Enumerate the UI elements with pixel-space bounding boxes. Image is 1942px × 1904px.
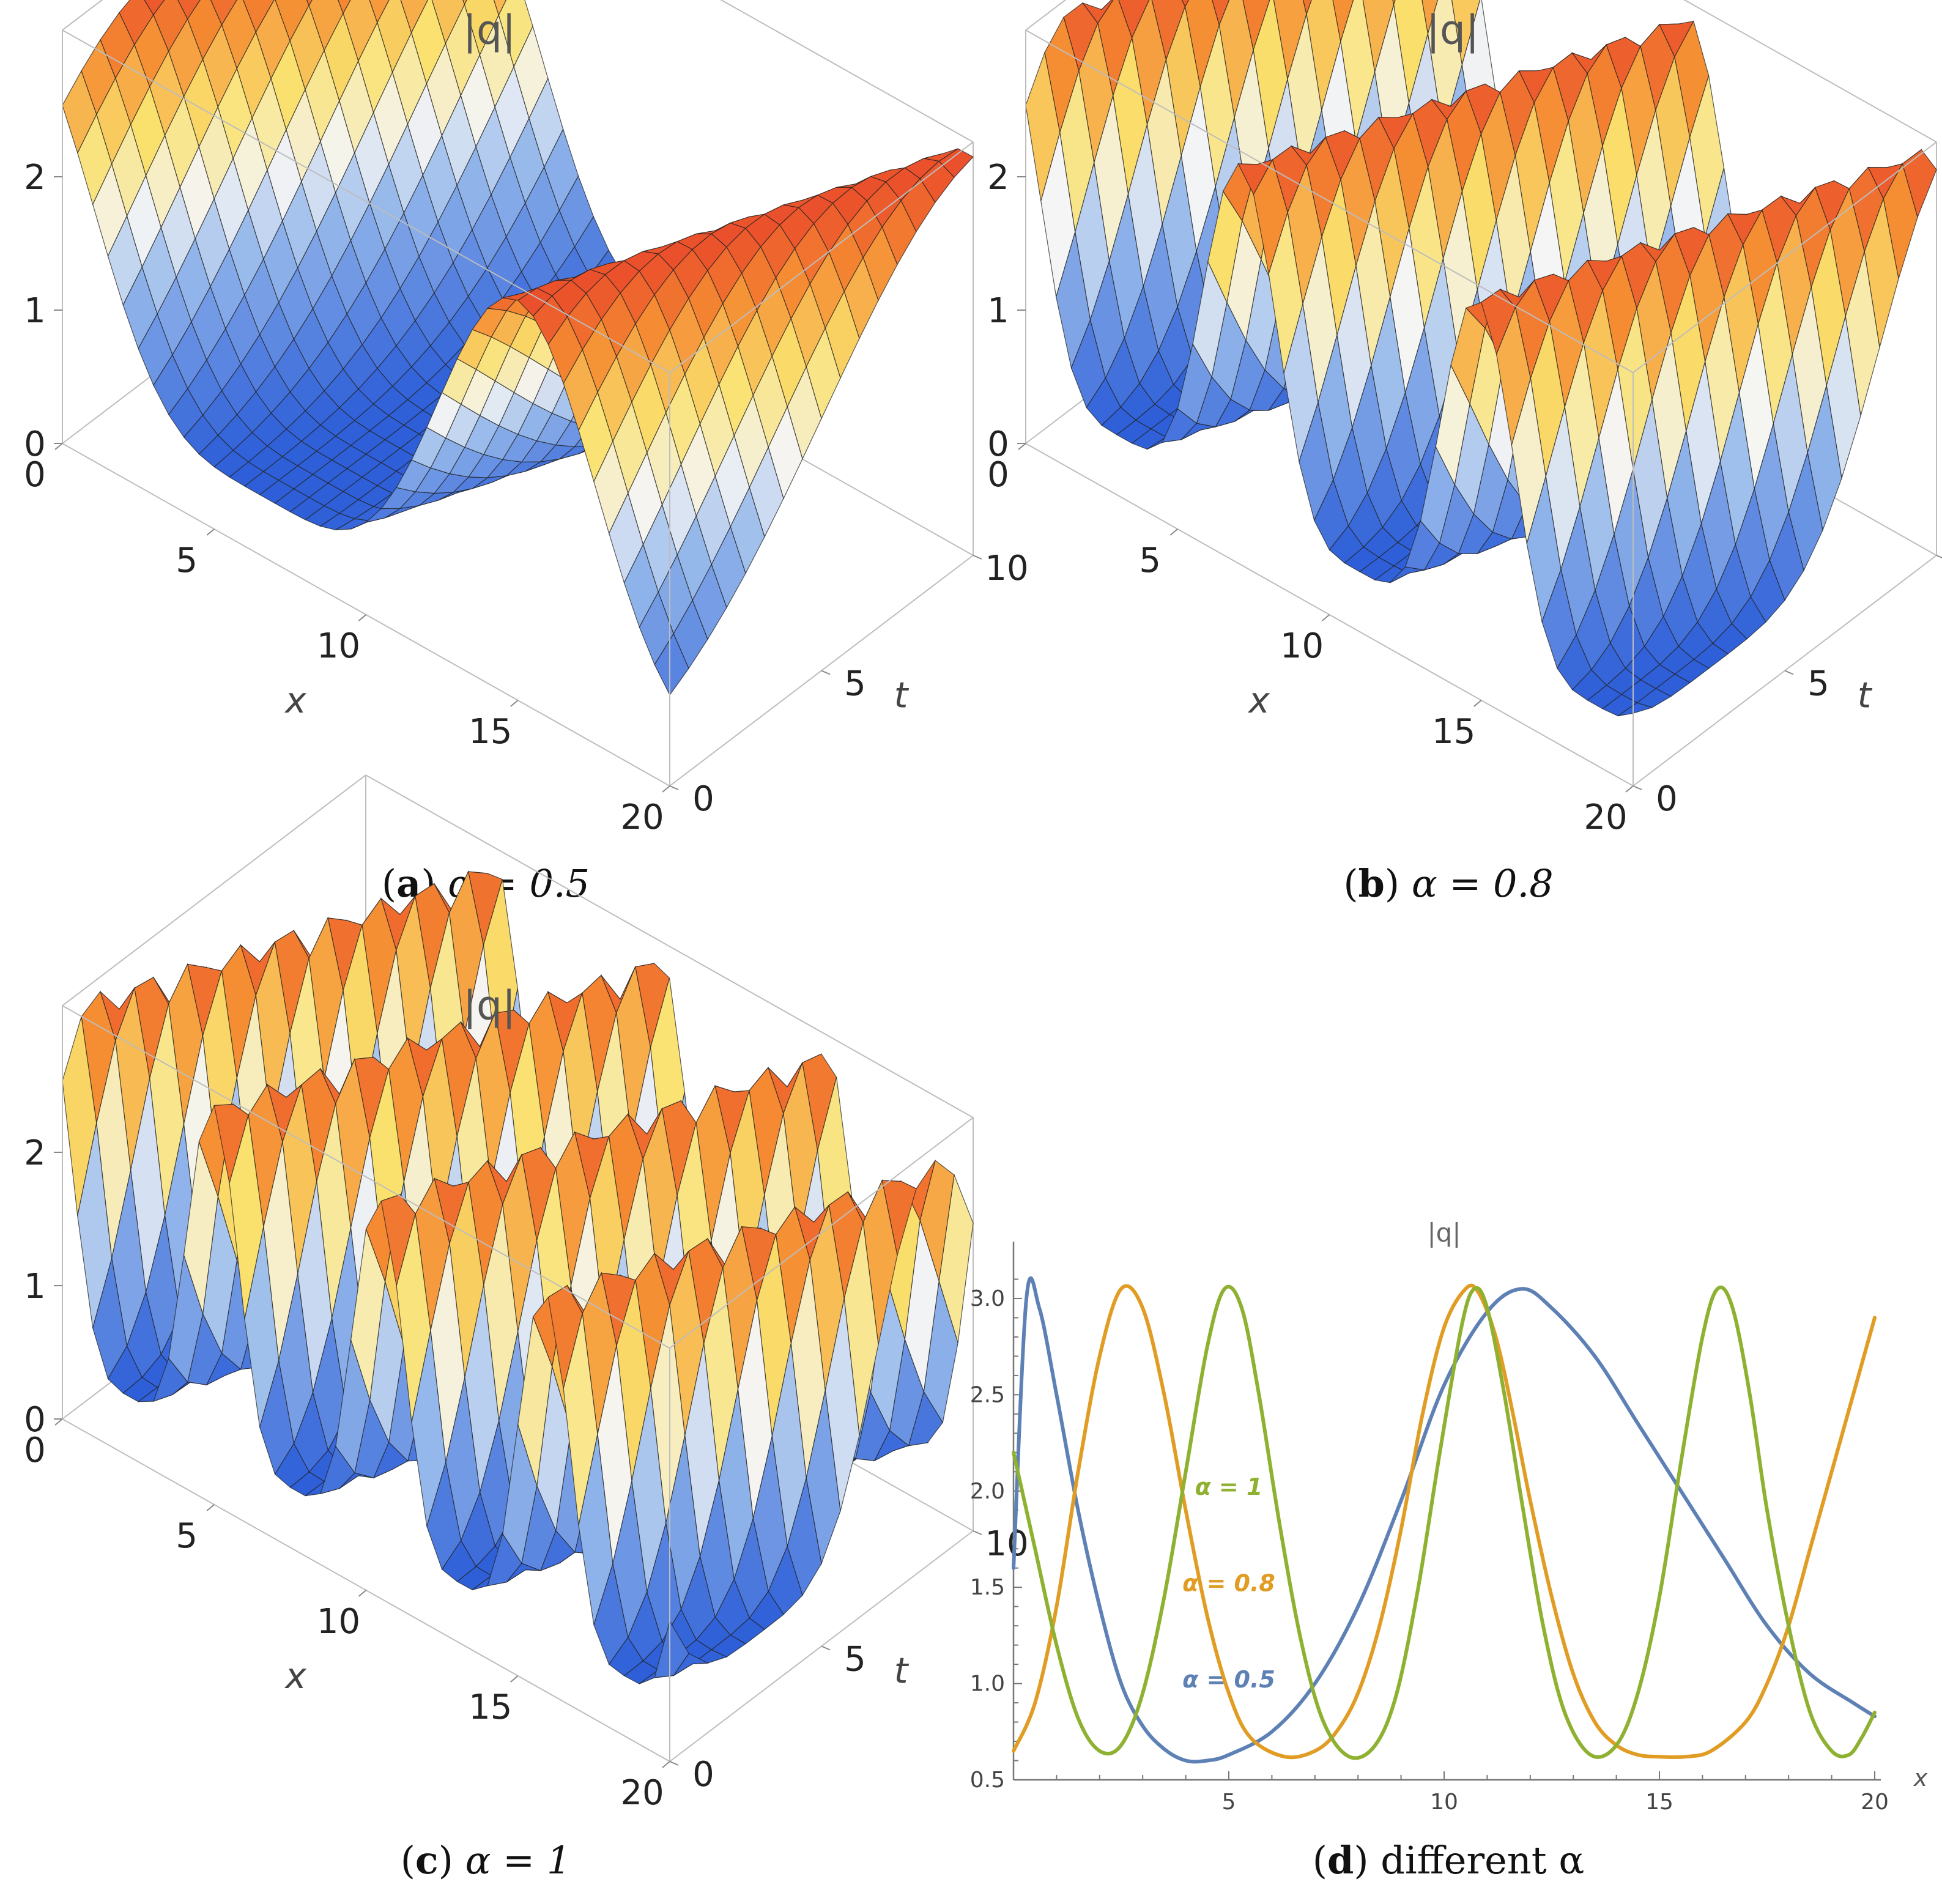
x-tick-label: 0 xyxy=(24,1431,46,1470)
x-tick-label: 5 xyxy=(1222,1790,1236,1815)
x-tick-label: 0 xyxy=(24,455,46,495)
plot-title: |q| xyxy=(463,982,516,1029)
z-tick-label: 0 xyxy=(987,424,1009,464)
x-tick-label: 5 xyxy=(176,541,198,580)
surface-mesh xyxy=(1025,0,1937,717)
x-tick-label: 15 xyxy=(469,712,512,752)
surface-mesh xyxy=(62,870,974,1684)
z-tick-label: 2 xyxy=(24,158,46,198)
z-tick-label: 2 xyxy=(24,1133,46,1173)
series-label: α = 0.8 xyxy=(1182,1569,1275,1596)
x-axis-label: x xyxy=(284,1655,306,1697)
t-tick-label: 10 xyxy=(985,549,1028,588)
t-tick-label: 0 xyxy=(1656,779,1678,819)
x-tick-label: 10 xyxy=(317,1602,360,1642)
t-tick-label: 0 xyxy=(692,779,714,819)
y-tick-label: 2.0 xyxy=(970,1479,1005,1504)
series-line-alpha-0-5 xyxy=(1012,1276,1877,1764)
x-tick-label: 20 xyxy=(1861,1790,1889,1815)
x-tick-label: 20 xyxy=(620,798,664,837)
x-tick-label: 5 xyxy=(176,1516,198,1556)
series-line-alpha-0-8 xyxy=(1012,1283,1877,1760)
x-tick-label: 10 xyxy=(317,626,360,666)
x-tick-label: 15 xyxy=(1645,1790,1673,1815)
x-tick-label: 5 xyxy=(1139,541,1161,580)
plot-title: |q| xyxy=(1428,1218,1461,1248)
surface-plot-b: 0 5 10 15 20 0 5 10 0 1 2 x t |q| xyxy=(987,0,1942,837)
z-tick-label: 1 xyxy=(24,1267,46,1306)
caption-b: (b) α = 0.8 xyxy=(1343,861,1554,906)
x-tick-label: 20 xyxy=(1584,798,1627,837)
caption-d: (d) different α xyxy=(1312,1838,1585,1883)
bounding-box-front xyxy=(62,1005,974,1762)
line-chart-d: 5 10 15 200.51.01.52.02.53.0x|q|α = 0.5α = … xyxy=(970,1218,1928,1815)
axes: 5 10 15 20 0.5 1.0 1.5 2.0 2.5 3.0 x |q| xyxy=(970,1218,1928,1815)
x-tick-label: 15 xyxy=(469,1687,512,1727)
x-tick-label: 10 xyxy=(1430,1790,1458,1815)
x-tick-label: 20 xyxy=(620,1773,664,1813)
t-tick-label: 10 xyxy=(985,1524,1028,1564)
plot-title: |q| xyxy=(463,7,516,54)
x-axis-label: x xyxy=(284,680,306,721)
x-tick-label: 0 xyxy=(987,455,1009,495)
t-axis-label: t xyxy=(894,1650,910,1692)
z-tick-label: 0 xyxy=(24,1400,46,1440)
x-tick-label: 10 xyxy=(1280,626,1324,666)
series-line-alpha-1 xyxy=(1012,1284,1877,1760)
y-tick-label: 1.5 xyxy=(970,1575,1005,1600)
y-tick-label: 3.0 xyxy=(970,1286,1005,1311)
t-axis-label: t xyxy=(1858,675,1873,716)
y-tick-label: 0.5 xyxy=(970,1768,1005,1793)
caption-c: (c) α = 1 xyxy=(400,1838,571,1883)
series-label: α = 1 xyxy=(1195,1473,1263,1500)
t-tick-label: 5 xyxy=(1807,664,1829,704)
t-tick-label: 5 xyxy=(844,1640,866,1680)
t-tick-label: 5 xyxy=(844,664,866,704)
x-axis-label: x xyxy=(1247,680,1270,721)
t-tick-label: 0 xyxy=(692,1755,714,1795)
x-axis-label: x xyxy=(1913,1765,1928,1791)
surface-mesh xyxy=(62,0,974,696)
y-tick-label: 1.0 xyxy=(970,1672,1005,1697)
z-tick-label: 0 xyxy=(24,424,46,464)
plot-title: |q| xyxy=(1426,7,1479,54)
z-tick-label: 2 xyxy=(987,158,1009,198)
t-axis-label: t xyxy=(894,675,910,716)
x-tick-label: 15 xyxy=(1432,712,1475,752)
z-tick-label: 1 xyxy=(987,291,1009,331)
z-tick-label: 1 xyxy=(24,291,46,331)
surface-plot-c: 0 5 10 15 20 0 5 10 0 1 2 x t |q| xyxy=(24,774,1029,1813)
y-tick-label: 2.5 xyxy=(970,1382,1005,1407)
